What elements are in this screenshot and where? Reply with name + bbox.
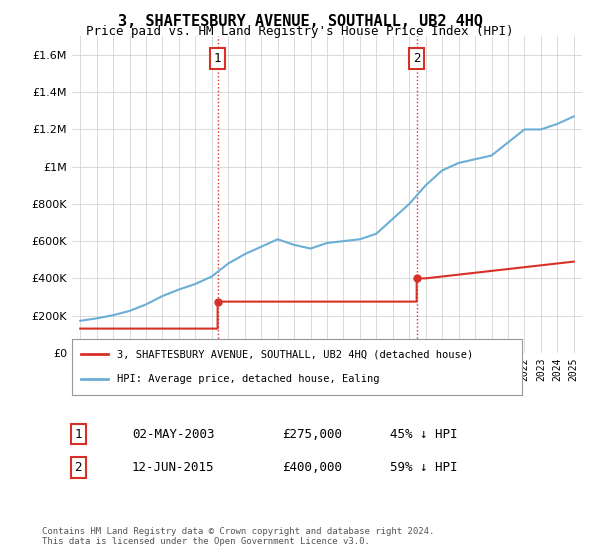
Text: 1: 1: [74, 427, 82, 441]
Text: 3, SHAFTESBURY AVENUE, SOUTHALL, UB2 4HQ: 3, SHAFTESBURY AVENUE, SOUTHALL, UB2 4HQ: [118, 14, 482, 29]
Text: £275,000: £275,000: [282, 427, 342, 441]
Text: 1: 1: [214, 52, 221, 65]
Text: 02-MAY-2003: 02-MAY-2003: [132, 427, 215, 441]
Text: 12-JUN-2015: 12-JUN-2015: [132, 461, 215, 474]
Text: 2: 2: [413, 52, 421, 65]
Text: Contains HM Land Registry data © Crown copyright and database right 2024.
This d: Contains HM Land Registry data © Crown c…: [42, 526, 434, 546]
Text: 45% ↓ HPI: 45% ↓ HPI: [390, 427, 458, 441]
Text: 3, SHAFTESBURY AVENUE, SOUTHALL, UB2 4HQ (detached house): 3, SHAFTESBURY AVENUE, SOUTHALL, UB2 4HQ…: [117, 349, 473, 360]
Text: 59% ↓ HPI: 59% ↓ HPI: [390, 461, 458, 474]
Text: HPI: Average price, detached house, Ealing: HPI: Average price, detached house, Eali…: [117, 374, 380, 384]
Text: 2: 2: [74, 461, 82, 474]
Text: Price paid vs. HM Land Registry's House Price Index (HPI): Price paid vs. HM Land Registry's House …: [86, 25, 514, 38]
Text: £400,000: £400,000: [282, 461, 342, 474]
